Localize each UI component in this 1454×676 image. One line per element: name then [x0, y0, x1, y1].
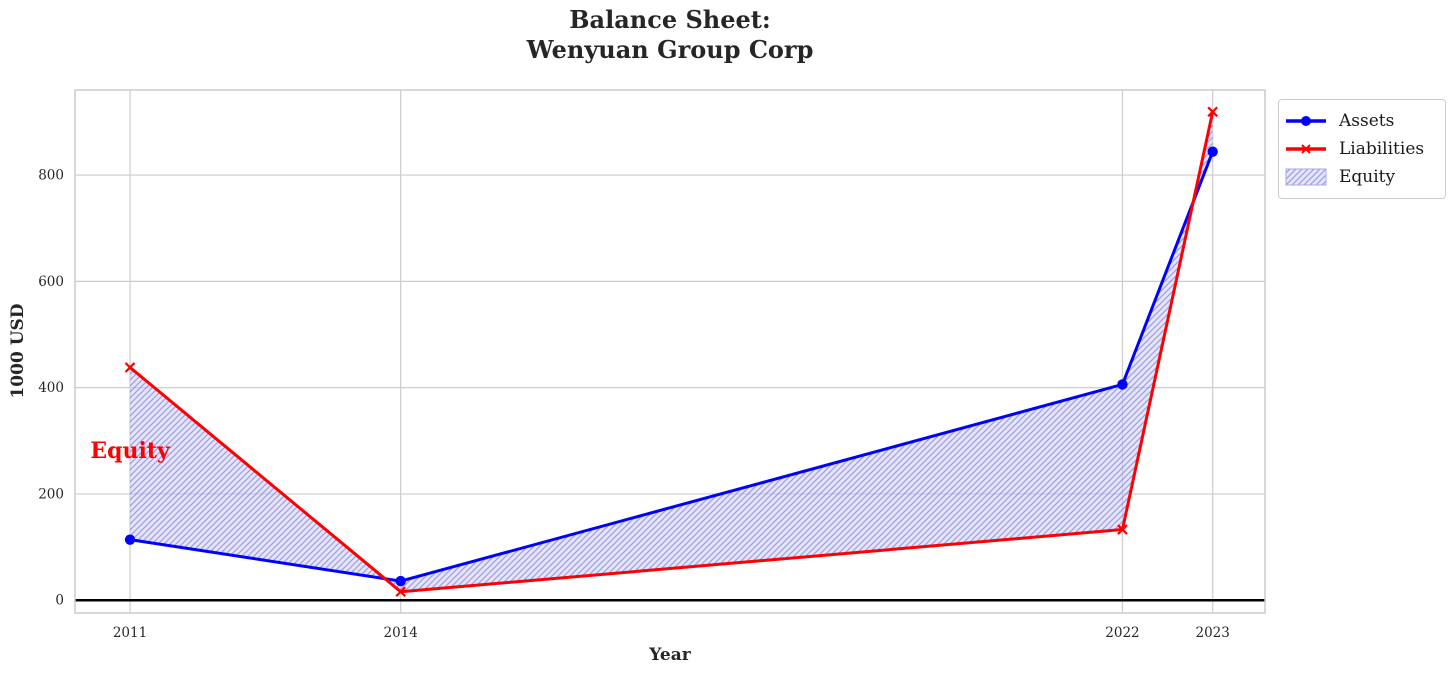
legend-item-equity: Equity [1285, 163, 1437, 191]
liabilities-line [128, 110, 1215, 594]
y-tick-label: 0 [55, 593, 64, 609]
liabilities-marker [1117, 524, 1128, 535]
y-tick-label: 200 [38, 486, 64, 502]
assets-marker [1207, 146, 1218, 157]
equity-patch-icon [1285, 168, 1327, 186]
assets-line [128, 150, 1215, 583]
x-tick-label: 2023 [1195, 625, 1229, 641]
liabilities-marker [1207, 106, 1218, 118]
axes-spines [74, 89, 1266, 614]
legend: Assets Liabilities Equity [1278, 99, 1446, 199]
y-tick-label: 800 [38, 168, 64, 184]
equity-fill-region [130, 111, 1213, 592]
liabilities-marker [124, 362, 136, 373]
assets-line-icon [1286, 116, 1326, 126]
legend-label-liabilities: Liabilities [1339, 139, 1425, 159]
assets-marker [395, 575, 406, 587]
legend-label-equity: Equity [1339, 167, 1396, 187]
chart-title-line-2: Wenyuan Group Corp [526, 35, 814, 64]
x-tick-label: 2011 [113, 625, 147, 641]
liabilities-line-icon [1286, 144, 1326, 154]
y-tick-label: 400 [38, 380, 64, 396]
equity-annotation: Equity [90, 438, 170, 465]
legend-item-assets: Assets [1285, 107, 1437, 135]
assets-marker [124, 534, 136, 545]
legend-label-assets: Assets [1339, 111, 1395, 131]
x-axis-label: Year [649, 645, 691, 665]
x-tick-label: 2022 [1105, 625, 1139, 641]
x-tick-label: 2014 [384, 625, 418, 641]
liabilities-marker [395, 586, 406, 598]
legend-item-liabilities: Liabilities [1285, 135, 1437, 163]
chart-title: Balance Sheet: Wenyuan Group Corp [75, 5, 1265, 65]
chart-title-line-1: Balance Sheet: [569, 5, 771, 34]
y-axis-label: 1000 USD [8, 303, 28, 399]
y-tick-label: 600 [38, 274, 64, 290]
assets-marker [1117, 379, 1128, 390]
